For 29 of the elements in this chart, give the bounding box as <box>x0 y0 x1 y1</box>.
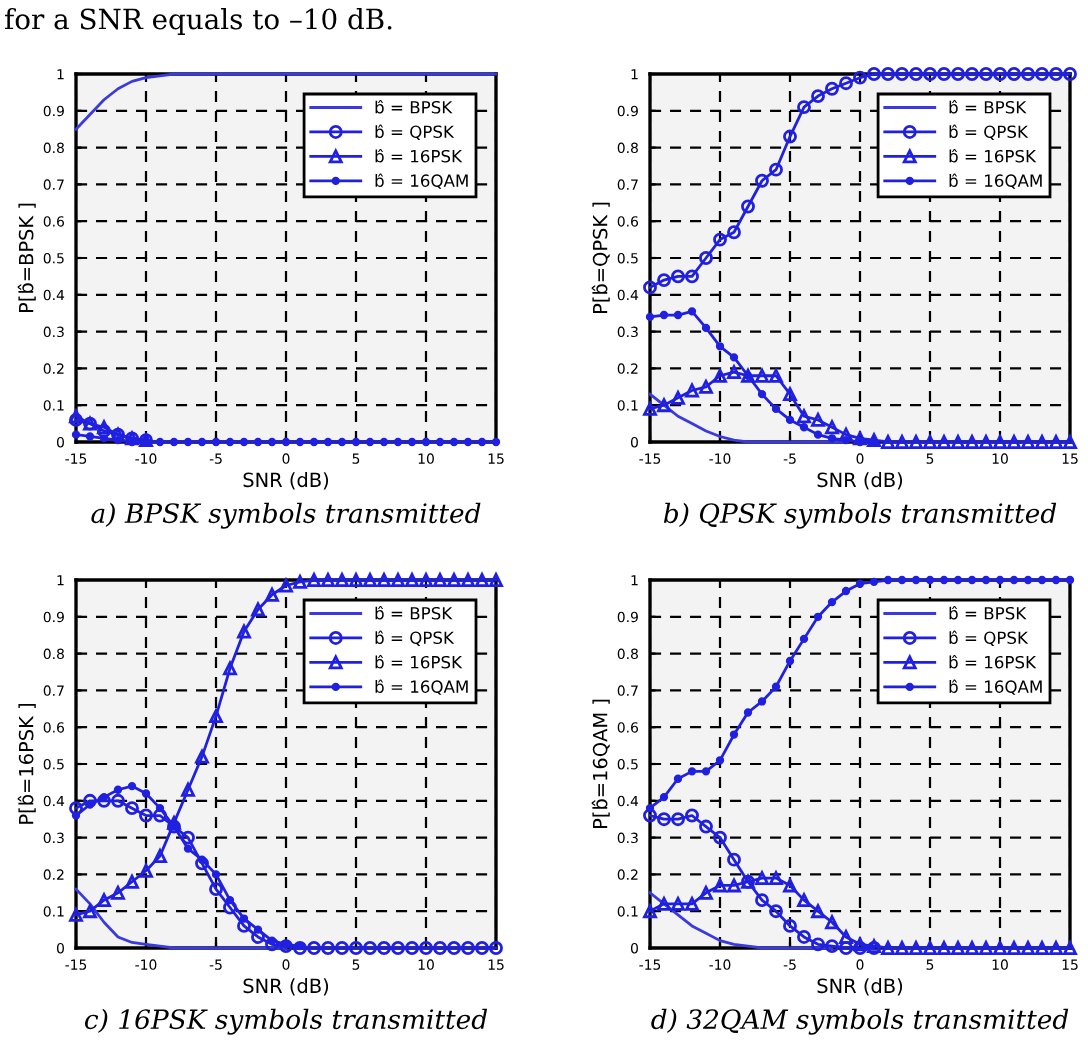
legend-label: b̂ = QPSK <box>375 124 455 140</box>
legend-label: b̂ = 16QAM <box>375 679 468 695</box>
legend-label: b̂ = 16PSK <box>375 654 463 669</box>
x-axis-title: SNR (dB) <box>243 472 329 490</box>
text: for a SNR equals to –10 dB. <box>5 8 392 35</box>
x-axis-title: SNR (dB) <box>817 472 903 490</box>
legend-label: b̂ = BPSK <box>949 606 1027 620</box>
y-axis-title: P[b̂=QPSK ] <box>591 202 610 314</box>
y-axis-title: P[b̂=16QAM ] <box>591 699 610 829</box>
x-axis-title: SNR (dB) <box>243 978 329 996</box>
legend-label: b̂ = QPSK <box>949 630 1029 646</box>
text: c) 16PSK symbols transmitted <box>84 1008 488 1035</box>
legend-label: b̂ = QPSK <box>949 124 1029 140</box>
legend-label: b̂ = 16PSK <box>949 148 1037 163</box>
y-axis-title: P[b̂=BPSK ] <box>17 203 36 313</box>
legend-label: b̂ = BPSK <box>375 606 453 620</box>
legend-label: b̂ = QPSK <box>375 630 455 646</box>
legend-label: b̂ = BPSK <box>375 100 453 114</box>
text: d) 32QAM symbols transmitted <box>651 1008 1069 1035</box>
legend-label: b̂ = 16QAM <box>949 173 1042 189</box>
text: b) QPSK symbols transmitted <box>663 502 1057 529</box>
legend-label: b̂ = 16QAM <box>375 173 468 189</box>
text: a) BPSK symbols transmitted <box>91 502 481 529</box>
x-axis-title: SNR (dB) <box>817 978 903 996</box>
y-axis-title: P[b̂=16PSK ] <box>17 704 36 824</box>
legend-label: b̂ = 16PSK <box>949 654 1037 669</box>
legend-label: b̂ = 16QAM <box>949 679 1042 695</box>
legend-label: b̂ = 16PSK <box>375 148 463 163</box>
legend-label: b̂ = BPSK <box>949 100 1027 114</box>
